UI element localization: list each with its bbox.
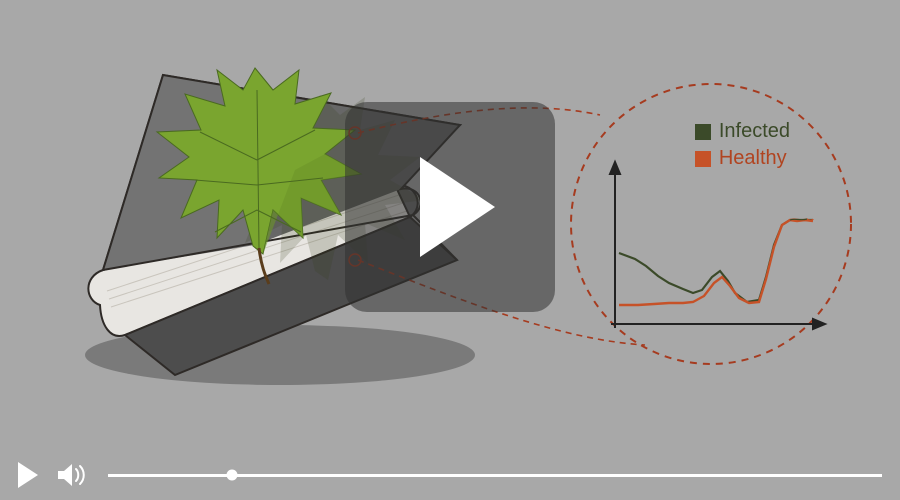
progress-knob[interactable]	[226, 470, 237, 481]
video-content: Infected Healthy	[0, 0, 900, 450]
legend-swatch-healthy	[695, 151, 711, 167]
legend-label-healthy: Healthy	[719, 145, 787, 172]
play-overlay-button[interactable]	[345, 102, 555, 312]
progress-bar[interactable]	[108, 474, 882, 477]
play-icon	[18, 462, 38, 488]
play-icon	[420, 157, 495, 257]
legend-label-infected: Infected	[719, 118, 790, 145]
volume-icon	[56, 461, 90, 489]
series-healthy	[619, 220, 813, 305]
legend-item-healthy: Healthy	[695, 145, 790, 172]
player-controls	[0, 450, 900, 500]
volume-button[interactable]	[56, 461, 90, 489]
legend-item-infected: Infected	[695, 118, 790, 145]
legend-swatch-infected	[695, 124, 711, 140]
chart-legend: Infected Healthy	[695, 118, 790, 172]
play-button[interactable]	[18, 462, 38, 488]
series-infected	[619, 220, 813, 302]
